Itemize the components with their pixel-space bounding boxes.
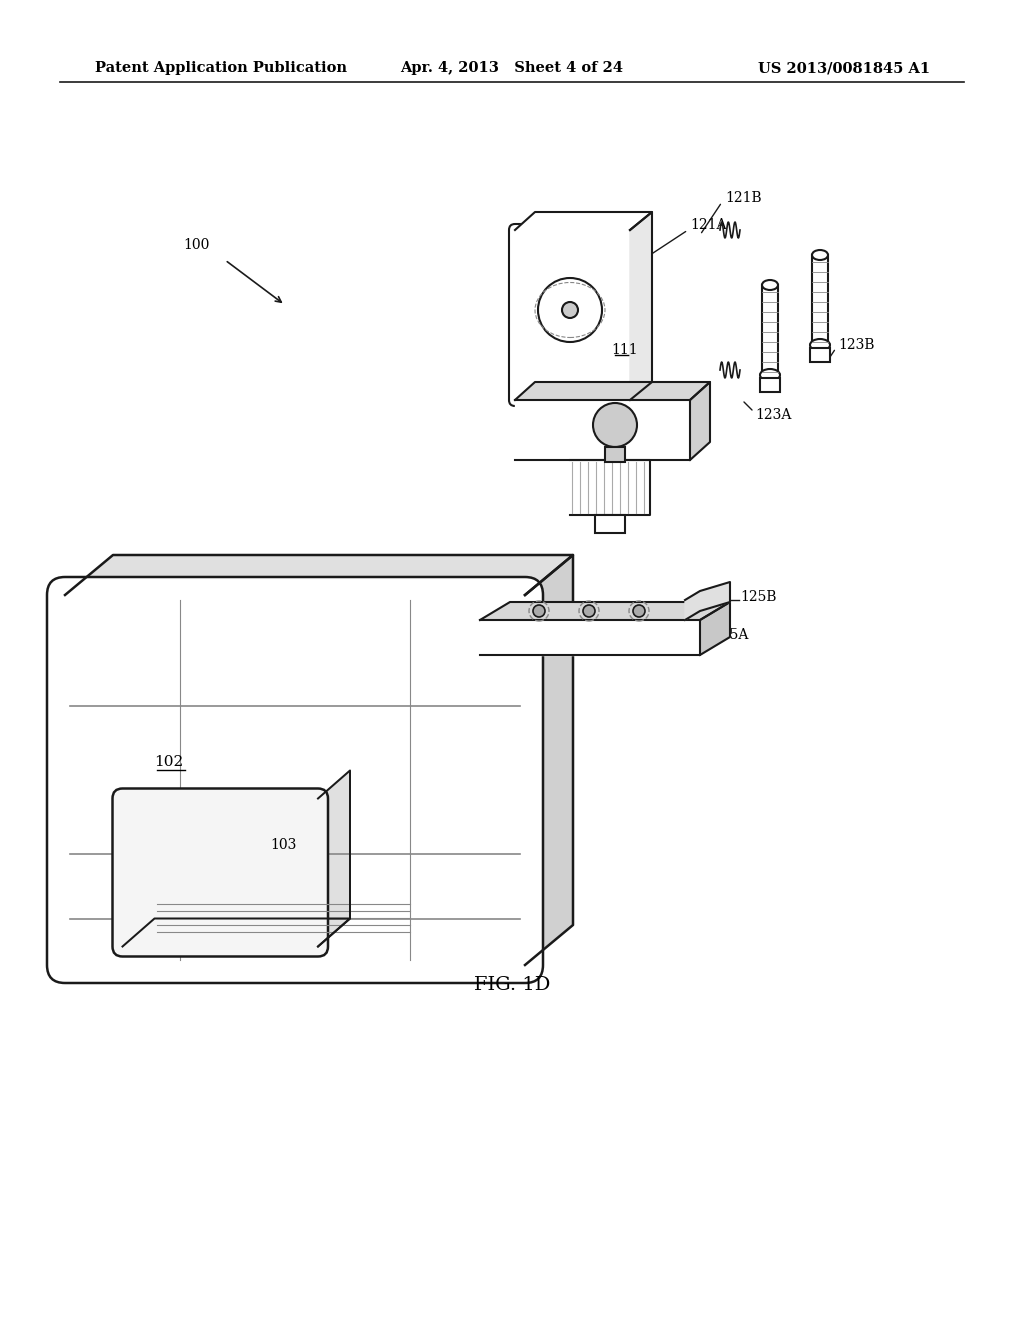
Polygon shape xyxy=(570,459,650,515)
Circle shape xyxy=(583,605,595,616)
Circle shape xyxy=(633,605,645,616)
Text: 121A: 121A xyxy=(690,218,726,232)
Text: 100: 100 xyxy=(183,238,210,252)
Polygon shape xyxy=(480,620,700,655)
Text: 111: 111 xyxy=(611,343,638,356)
Ellipse shape xyxy=(810,339,830,351)
Circle shape xyxy=(538,279,602,342)
Text: 125A: 125A xyxy=(712,628,749,642)
Bar xyxy=(760,378,780,392)
Bar xyxy=(605,447,625,462)
Bar xyxy=(812,255,828,345)
Bar xyxy=(595,515,625,533)
FancyBboxPatch shape xyxy=(47,577,543,983)
Polygon shape xyxy=(630,213,652,400)
Polygon shape xyxy=(515,400,690,459)
Bar xyxy=(810,348,830,362)
Text: 103: 103 xyxy=(270,838,297,851)
Text: 121B: 121B xyxy=(725,191,762,205)
Text: US 2013/0081845 A1: US 2013/0081845 A1 xyxy=(758,61,930,75)
Circle shape xyxy=(562,302,578,318)
Ellipse shape xyxy=(812,249,828,260)
FancyBboxPatch shape xyxy=(113,788,328,957)
Ellipse shape xyxy=(760,370,780,381)
Polygon shape xyxy=(525,554,573,965)
Circle shape xyxy=(593,403,637,447)
Text: Apr. 4, 2013   Sheet 4 of 24: Apr. 4, 2013 Sheet 4 of 24 xyxy=(400,61,624,75)
FancyBboxPatch shape xyxy=(509,224,636,407)
Polygon shape xyxy=(700,602,730,655)
Text: Patent Application Publication: Patent Application Publication xyxy=(95,61,347,75)
Polygon shape xyxy=(123,919,350,946)
Circle shape xyxy=(534,605,545,616)
Text: 123B: 123B xyxy=(838,338,874,352)
Polygon shape xyxy=(515,381,710,400)
Text: 102: 102 xyxy=(154,755,183,768)
Text: 125B: 125B xyxy=(740,590,776,605)
Polygon shape xyxy=(685,582,730,620)
Polygon shape xyxy=(318,771,350,946)
Polygon shape xyxy=(690,381,710,459)
Polygon shape xyxy=(65,554,573,595)
Polygon shape xyxy=(480,602,730,620)
Bar xyxy=(762,285,778,375)
Text: FIG. 1D: FIG. 1D xyxy=(474,975,550,994)
Polygon shape xyxy=(515,213,652,230)
Text: 123A: 123A xyxy=(755,408,792,422)
Ellipse shape xyxy=(762,280,778,290)
